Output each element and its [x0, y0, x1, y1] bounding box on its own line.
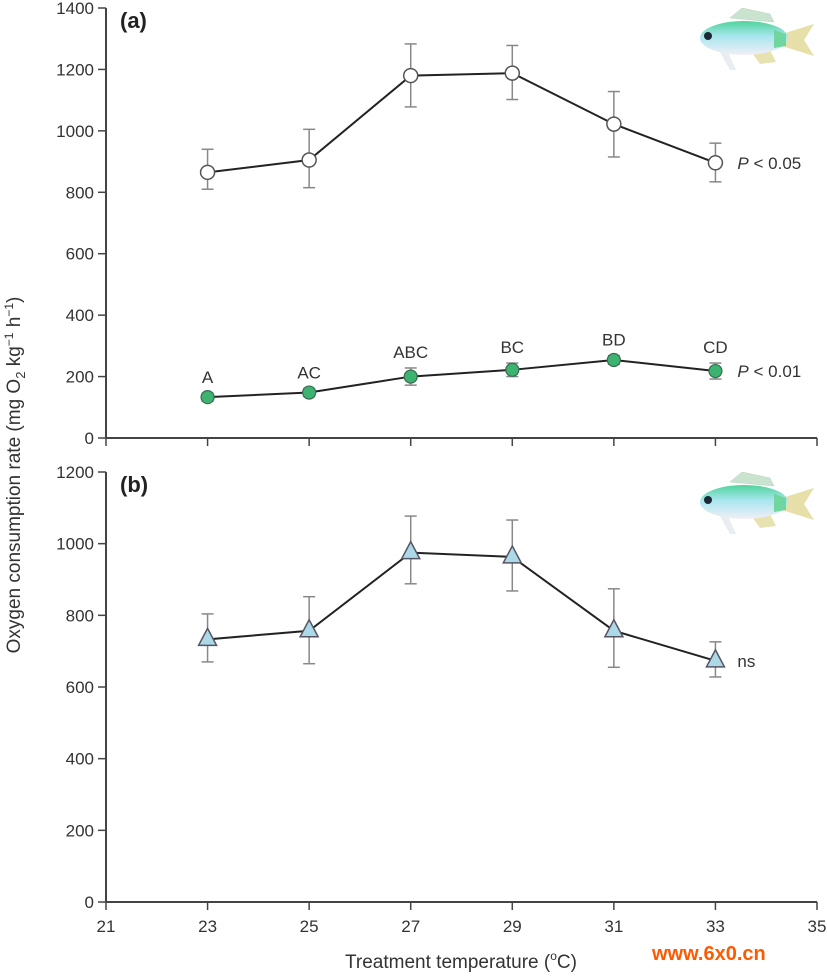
y-tick-label: 1000 [56, 535, 94, 554]
data-point [603, 618, 625, 638]
significance-label: P < 0.05 [737, 154, 801, 173]
x-axis-title: Treatment temperature (oC) [345, 949, 577, 973]
fish-pelvic-fin [720, 52, 736, 70]
x-tick-label: 23 [198, 917, 217, 936]
fish-dorsal-fin [729, 471, 775, 487]
x-tick-label: 27 [401, 917, 420, 936]
point-label: ABC [393, 343, 428, 362]
series-line [207, 72, 716, 174]
series-resting: A AC ABC BC BD CD P < 0.01 [200, 331, 801, 405]
fish-body [700, 21, 788, 55]
p-symbol: P [737, 154, 749, 173]
series-line [207, 358, 716, 399]
y-tick-label: 0 [85, 893, 94, 912]
p-value: < 0.05 [749, 154, 801, 173]
data-point [199, 164, 216, 181]
data-point [301, 152, 317, 168]
p-value: < 0.01 [749, 362, 801, 381]
x-tick-label: 35 [808, 917, 827, 936]
p-symbol: P [737, 362, 749, 381]
panel-label: (b) [120, 472, 148, 497]
significance-label: P < 0.01 [737, 362, 801, 381]
fish-peduncle [774, 30, 786, 48]
data-point [298, 618, 320, 638]
data-point [505, 362, 520, 377]
data-point [197, 626, 218, 647]
y-tick-label: 200 [66, 368, 94, 387]
y-tick-label: 600 [66, 245, 94, 264]
x-tick-label: 25 [300, 917, 319, 936]
data-point [504, 65, 521, 81]
series-line [207, 551, 716, 662]
y-tick-label: 800 [66, 183, 94, 202]
significance-label: ns [737, 652, 755, 671]
data-point [707, 155, 724, 171]
data-point [502, 544, 523, 564]
y-axis-title: Oxygen consumption rate (mg O2 kg−1 h−1) [2, 297, 28, 654]
fish-peduncle [774, 494, 786, 512]
fish-illustration-icon [700, 7, 814, 70]
y-tick-label: 800 [66, 606, 94, 625]
y-tick-label: 600 [66, 678, 94, 697]
y-tick-label: 1200 [56, 60, 94, 79]
data-point [705, 648, 726, 668]
x-tick-label: 21 [97, 917, 116, 936]
data-point [402, 67, 419, 84]
data-point [302, 385, 317, 400]
fish-tail [782, 24, 814, 56]
fish-body [700, 485, 788, 519]
fish-tail [782, 488, 814, 520]
fish-illustration-icon [700, 471, 814, 534]
data-point [708, 363, 723, 379]
y-tick-label: 200 [66, 821, 94, 840]
y-tick-label: 400 [66, 750, 94, 769]
data-point [200, 390, 215, 405]
data-point [400, 540, 421, 560]
fish-eye [704, 32, 712, 40]
x-tick-label: 29 [503, 917, 522, 936]
point-label: BC [500, 338, 524, 357]
panel-b: 0 200 400 600 800 1000 1200 21 23 25 27 29 31 33 35 (b)… [56, 463, 826, 936]
y-tick-label: 400 [66, 306, 94, 325]
x-tick-label: 33 [706, 917, 725, 936]
y-tick-label: 1200 [56, 463, 94, 482]
point-label: AC [297, 364, 321, 383]
point-label: BD [602, 331, 626, 350]
panel-label: (a) [120, 8, 147, 33]
series-maximum: P < 0.05 [199, 43, 801, 190]
data-point [403, 369, 418, 384]
y-tick-label: 1000 [56, 122, 94, 141]
x-tick-label: 31 [604, 917, 623, 936]
fish-dorsal-fin [729, 7, 775, 23]
watermark: www.6x0.cn [651, 943, 766, 965]
data-point [606, 352, 621, 368]
point-label: A [202, 368, 214, 387]
y-tick-label: 1400 [56, 0, 94, 18]
fish-pelvic-fin [720, 516, 736, 534]
point-label: CD [703, 338, 728, 357]
y-tick-label: 0 [85, 429, 94, 448]
fish-eye [704, 496, 712, 504]
data-point [606, 116, 622, 132]
series-aerobic-scope: ns [197, 515, 755, 678]
